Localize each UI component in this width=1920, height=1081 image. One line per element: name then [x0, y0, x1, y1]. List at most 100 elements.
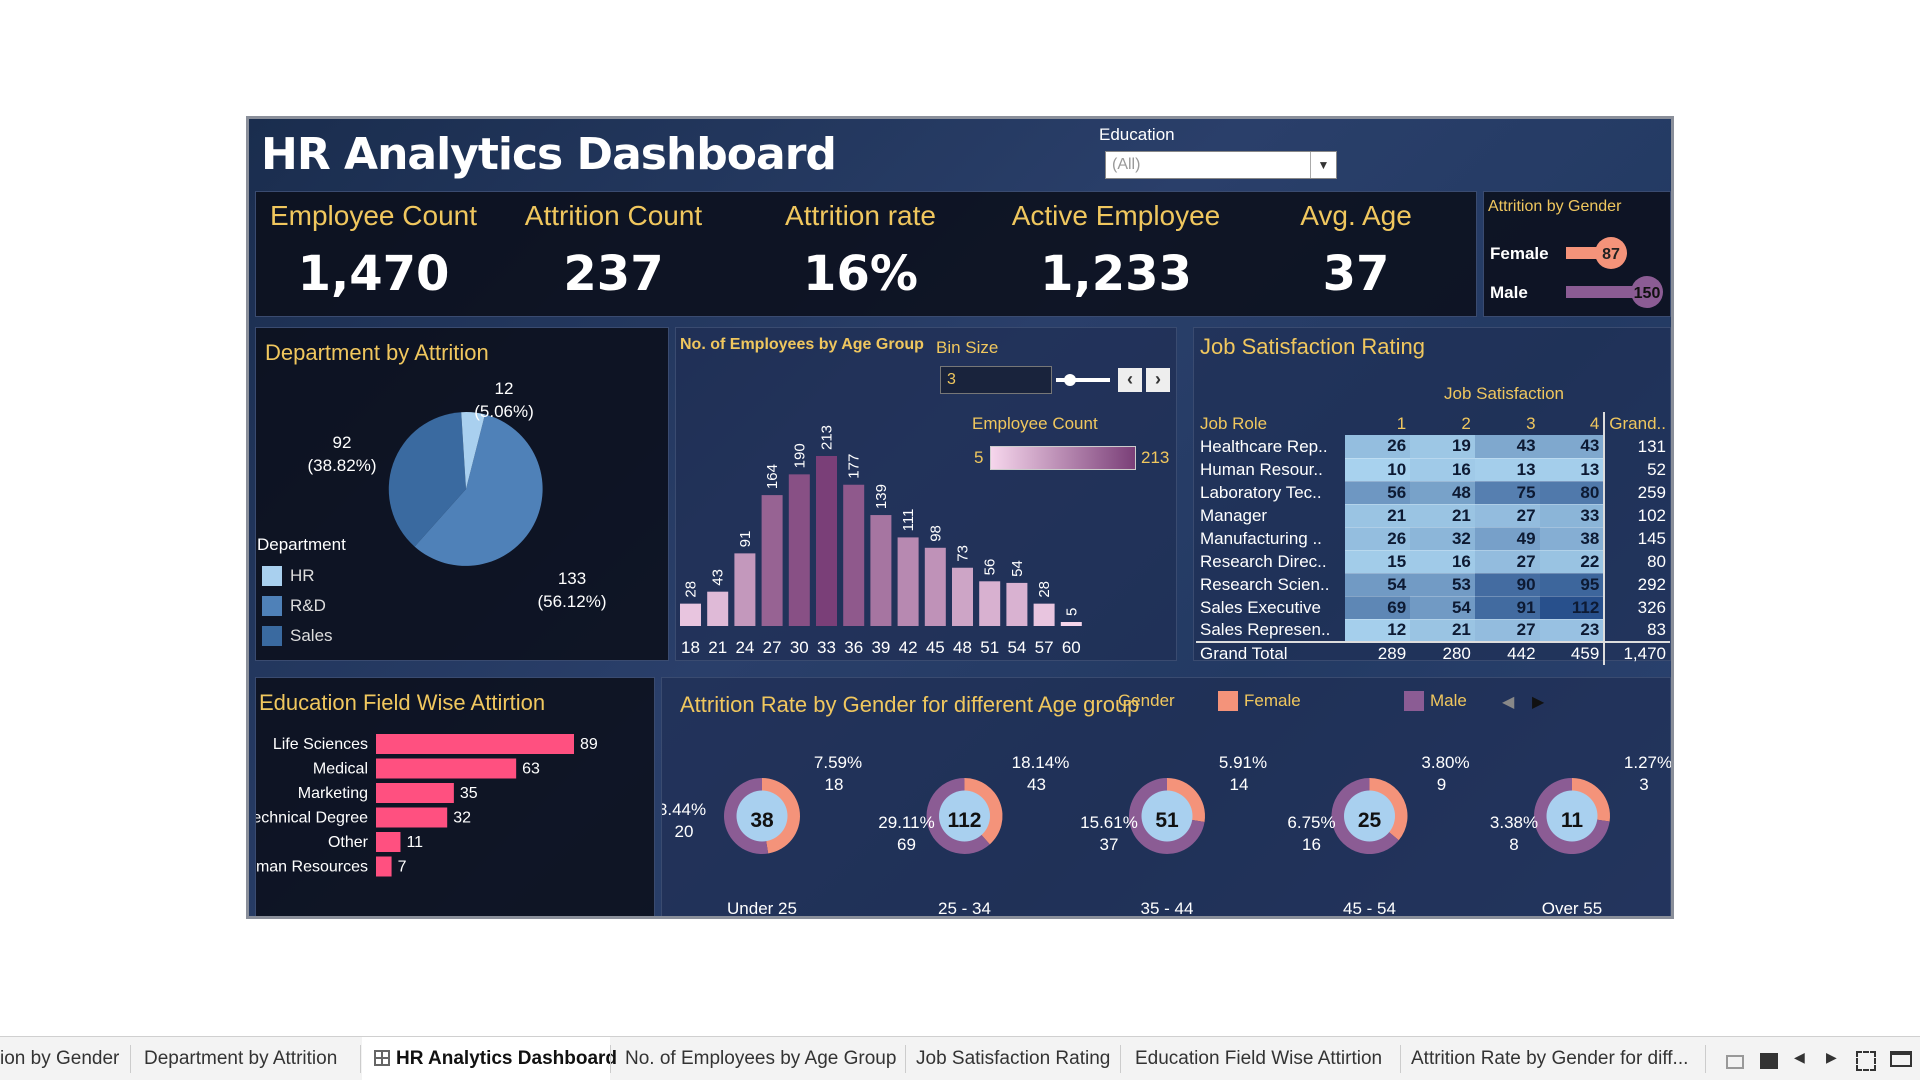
age-tick-label: 21 [708, 638, 727, 657]
age-bar [1060, 622, 1082, 626]
kpi-label: Employee Count [269, 200, 477, 231]
col-header-3: 3 [1526, 413, 1536, 433]
legend-label-female[interactable]: Female [1244, 691, 1301, 710]
satisfaction-cell: 19 [1410, 435, 1475, 459]
education-field-label: Medical [313, 761, 368, 778]
legend-item-sales[interactable]: Sales [262, 621, 346, 651]
donut-male-segment [1534, 778, 1610, 854]
age-group-chart: 28 18 43 21 91 24 164 27 190 30 213 33 177 36 139 39 111… [680, 425, 1082, 657]
kpi-label: Avg. Age [1300, 200, 1412, 231]
education-field-title: Education Field Wise Attirtion [259, 690, 546, 715]
tab-department-by-attrition[interactable]: Department by Attrition [144, 1048, 338, 1069]
legend-item-rd[interactable]: R&D [262, 591, 346, 621]
tab-employees-by-age-group[interactable]: No. of Employees by Age Group [625, 1048, 897, 1069]
age-tick-label: 48 [953, 638, 972, 657]
job-role-cell: Human Resour.. [1200, 459, 1323, 479]
legend-label-male[interactable]: Male [1430, 691, 1467, 710]
donut-center [1546, 790, 1598, 842]
male-bar-end [1631, 276, 1663, 308]
grand-total-cell: 102 [1603, 504, 1670, 527]
fullscreen-icon[interactable] [1856, 1051, 1876, 1071]
female-pct-label: 18.14% [1012, 753, 1070, 772]
education-field-bar [376, 832, 401, 852]
tab-job-satisfaction-rating[interactable]: Job Satisfaction Rating [916, 1048, 1111, 1069]
job-satisfaction-col-header: Job Satisfaction [1444, 384, 1565, 403]
legend-swatch [262, 566, 282, 586]
tab-hr-analytics-dashboard[interactable]: HR Analytics Dashboard [362, 1037, 617, 1081]
table-row: Sales Represen.. 12 21 27 23 83 [1196, 619, 1670, 643]
tab-attrition-rate-by-gender-age[interactable]: Attrition Rate by Gender for diff... [1411, 1048, 1689, 1069]
table-row: Research Direc.. 15 16 27 22 80 [1196, 550, 1670, 574]
pie-slice-hr [461, 412, 485, 489]
table-row: Manager 21 21 27 33 102 [1196, 504, 1670, 528]
gender-attrition-chart: 87 150 [1566, 237, 1663, 308]
satisfaction-cell: 49 [1474, 527, 1540, 551]
donut-total: 51 [1155, 809, 1179, 832]
table-row: Research Scien.. 54 53 90 95 292 [1196, 573, 1670, 597]
donut-center [939, 790, 990, 842]
age-bar-label: 28 [1036, 581, 1053, 598]
education-field-label: Other [328, 834, 369, 851]
female-bar [1566, 247, 1604, 259]
grand-total-cell: 131 [1603, 435, 1670, 458]
tab-divider [130, 1045, 131, 1073]
education-filter-select[interactable]: (All) ▼ [1105, 151, 1337, 179]
color-legend-title: Employee Count [972, 414, 1098, 433]
bin-increase-button[interactable]: › [1146, 368, 1170, 392]
legend-prev-icon[interactable]: ◀ [1502, 694, 1515, 711]
age-bar [734, 553, 756, 626]
donut-center [736, 790, 788, 842]
satisfaction-cell: 43 [1474, 435, 1540, 459]
satisfaction-cell: 13 [1474, 458, 1540, 482]
grand-total-cell: 145 [1603, 527, 1670, 550]
age-bar-label: 98 [927, 525, 944, 542]
donut-center [1141, 790, 1193, 842]
job-satisfaction-panel: Job Satisfaction Rating Job Satisfaction… [1193, 327, 1671, 665]
grand-total-row: Grand Total 289 280 442 459 1,470 [1196, 642, 1670, 665]
female-pct-label: 3.80% [1421, 753, 1469, 772]
age-tick-label: 33 [817, 638, 836, 657]
department-pie-chart: 12 (5.06%) 92 (38.82%) 133 (56.12%) [308, 379, 607, 611]
kpi-label: Active Employee [1011, 200, 1221, 231]
donut-male-segment [1331, 778, 1399, 854]
age-bar-label: 73 [955, 545, 972, 562]
prev-sheet-icon[interactable]: ◀ [1794, 1049, 1805, 1065]
job-satisfaction-table: Job Role 1 2 3 4 Grand.. Healthcare Rep.… [1196, 412, 1670, 665]
satisfaction-cell: 21 [1345, 504, 1411, 528]
job-role-cell: Healthcare Rep.. [1200, 436, 1328, 456]
legend-next-icon[interactable]: ▶ [1532, 694, 1545, 711]
tab-attrition-by-gender[interactable]: ion by Gender [0, 1048, 120, 1069]
chevron-down-icon[interactable]: ▼ [1310, 152, 1336, 178]
bin-size-input[interactable]: 3 [940, 366, 1052, 394]
tab-education-field-wise-attrition[interactable]: Education Field Wise Attirtion [1135, 1048, 1383, 1069]
col-header-role: Job Role [1200, 413, 1268, 433]
kpi-value: 1,233 [1040, 246, 1192, 302]
age-bar-label: 139 [873, 484, 890, 509]
satisfaction-cell: 95 [1539, 573, 1605, 597]
presentation-icon[interactable] [1890, 1051, 1912, 1067]
age-bar-label: 91 [737, 531, 754, 548]
show-filmstrip-icon[interactable] [1726, 1055, 1744, 1069]
education-field-value: 32 [453, 810, 471, 827]
legend-item-hr[interactable]: HR [262, 561, 346, 591]
education-field-label: Technical Degree [256, 810, 368, 827]
department-panel: Department by Attrition 12 (5.06%) 92 (3… [255, 327, 669, 661]
age-gender-panel: Attrition Rate by Gender for different A… [661, 677, 1671, 918]
age-bar-label: 5 [1063, 608, 1080, 616]
female-pct-label: 7.59% [814, 753, 862, 772]
satisfaction-cell: 75 [1474, 481, 1540, 505]
donut-total: 25 [1358, 809, 1382, 832]
age-group-name: Under 25 [727, 899, 797, 918]
age-bar-label: 111 [900, 509, 917, 532]
education-field-chart: Life Sciences 89 Medical 63 Marketing 35 Techn… [256, 734, 598, 877]
next-sheet-icon[interactable]: ▶ [1826, 1049, 1837, 1065]
donut-female-segment [964, 778, 1003, 845]
slider-handle[interactable] [1064, 374, 1076, 386]
gender-legend-title: Gender [1118, 691, 1175, 710]
department-title: Department by Attrition [265, 340, 489, 365]
show-tabs-icon[interactable] [1760, 1053, 1778, 1069]
bin-decrease-button[interactable]: ‹ [1118, 368, 1142, 392]
age-group-name: Over 55 [1542, 899, 1602, 918]
bin-size-slider[interactable] [1056, 374, 1110, 386]
legend-title: Department [257, 535, 346, 554]
